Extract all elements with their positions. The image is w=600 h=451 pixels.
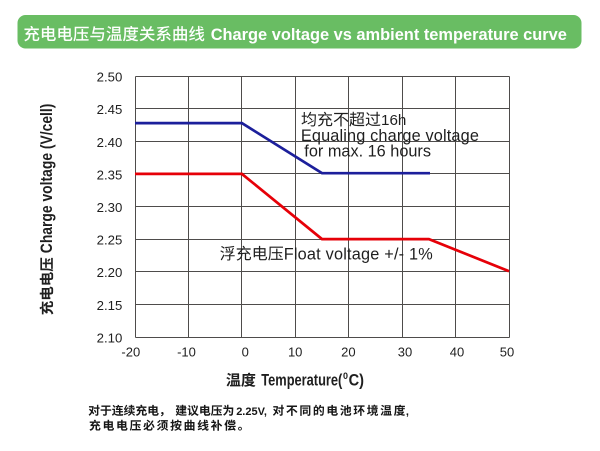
svg-text:-10: -10 [177, 345, 196, 360]
svg-text:40: 40 [450, 345, 464, 360]
svg-text:C): C) [349, 371, 364, 390]
svg-text:Float voltage +/- 1%: Float voltage +/- 1% [284, 245, 433, 263]
svg-text:30: 30 [398, 345, 412, 360]
svg-text:2.30: 2.30 [97, 200, 123, 215]
svg-text:2.15: 2.15 [97, 298, 123, 313]
svg-text:2.25: 2.25 [97, 233, 123, 248]
svg-text:Charge voltage (V/cell): Charge voltage (V/cell) [37, 104, 56, 254]
svg-text:2.50: 2.50 [97, 70, 123, 85]
svg-text:2.40: 2.40 [97, 135, 123, 150]
svg-text:for max. 16 hours: for max. 16 hours [304, 143, 431, 161]
svg-text:,: , [406, 406, 409, 418]
svg-text:Temperature(: Temperature( [261, 371, 342, 390]
svg-text:50: 50 [500, 345, 514, 360]
svg-text:2.25V,: 2.25V, [236, 406, 267, 418]
svg-text:2.45: 2.45 [97, 102, 123, 117]
svg-text:2.35: 2.35 [97, 167, 123, 182]
svg-text:20: 20 [341, 345, 355, 360]
svg-text:2.20: 2.20 [97, 265, 123, 280]
svg-text:16h: 16h [381, 112, 406, 129]
svg-text:-20: -20 [121, 345, 140, 360]
svg-text:10: 10 [288, 345, 302, 360]
svg-text:Charge voltage vs ambient temp: Charge voltage vs ambient temperature cu… [211, 26, 567, 44]
svg-text:2.10: 2.10 [97, 331, 123, 346]
svg-text:0: 0 [242, 345, 249, 360]
svg-text:0: 0 [343, 371, 348, 381]
svg-text:Equaling charge voltage: Equaling charge voltage [301, 127, 479, 145]
